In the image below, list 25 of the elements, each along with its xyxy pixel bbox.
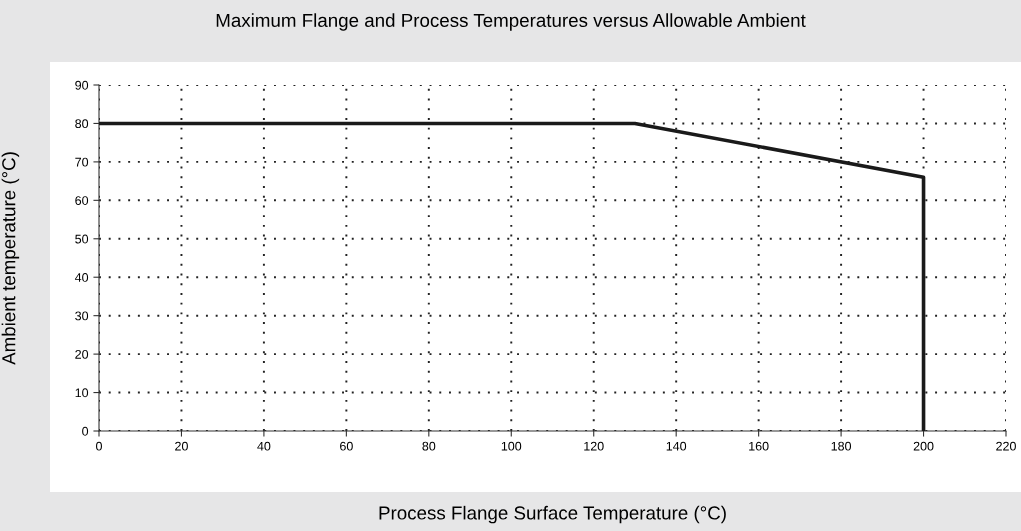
x-tick-label: 80 <box>422 441 436 451</box>
chart-title: Maximum Flange and Process Temperatures versus Allowable Ambient <box>216 13 806 31</box>
x-axis-title: Process Flange Surface Temperature (°C) <box>379 505 726 524</box>
y-tick-label: 80 <box>75 119 89 129</box>
x-tick-label: 160 <box>749 441 769 451</box>
y-tick-label: 10 <box>75 388 89 398</box>
x-tick-label: 20 <box>175 441 188 451</box>
x-tick-label: 180 <box>831 441 852 451</box>
x-tick-label: 140 <box>666 441 687 451</box>
x-tick-label: 40 <box>257 441 271 451</box>
y-tick-label: 50 <box>75 234 89 244</box>
y-tick-label: 60 <box>75 196 89 205</box>
y-tick-label: 20 <box>75 349 89 359</box>
y-tick-label: 30 <box>75 311 89 321</box>
y-tick-label: 40 <box>74 273 89 282</box>
x-tick-label: 60 <box>340 441 353 451</box>
y-tick-label: 0 <box>82 426 89 436</box>
x-tick-label: 100 <box>501 441 522 451</box>
x-tick-label: 220 <box>996 441 1016 451</box>
y-tick-label: 90 <box>75 80 89 90</box>
x-tick-label: 120 <box>584 441 604 451</box>
y-axis-title: Ambient temperature (°C) <box>1 152 20 365</box>
x-tick-label: 0 <box>96 441 102 451</box>
y-tick-label: 70 <box>75 157 89 167</box>
x-tick-label: 200 <box>913 441 934 451</box>
